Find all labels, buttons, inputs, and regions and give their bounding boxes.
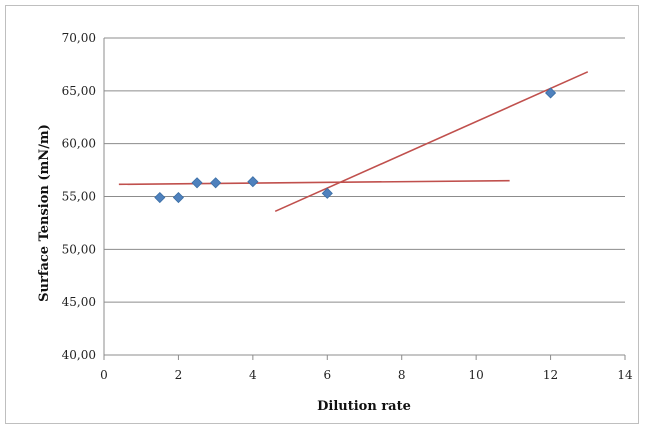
trendlines [118, 71, 589, 213]
data-point [247, 176, 259, 188]
axes [103, 38, 626, 360]
data-points [154, 87, 557, 204]
trendline [274, 71, 589, 213]
x-tick-label: 0 [100, 368, 108, 382]
data-point [191, 177, 203, 189]
y-tick-labels: 40,00 45,00 50,00 55,00 60,00 65,00 70,00 [62, 31, 96, 362]
trendline [118, 179, 510, 186]
grid-lines [104, 37, 625, 303]
x-tick-label: 10 [469, 368, 484, 382]
x-tick-label: 4 [249, 368, 257, 382]
data-point [172, 191, 184, 204]
y-tick-label: 40,00 [62, 348, 96, 362]
x-tick-labels: 0 2 4 6 8 10 12 14 [100, 368, 633, 382]
y-tick-label: 70,00 [62, 31, 96, 45]
data-point [545, 87, 557, 99]
x-axis-label: Dilution rate [317, 399, 411, 414]
x-tick-label: 14 [617, 368, 633, 382]
x-tick-label: 2 [175, 368, 183, 382]
y-tick-label: 55,00 [62, 190, 96, 204]
y-axis-label: Surface Tension (mN/m) [37, 124, 52, 302]
chart-frame [5, 5, 639, 424]
data-point [321, 187, 333, 199]
y-tick-label: 50,00 [62, 242, 96, 256]
y-tick-label: 60,00 [62, 137, 96, 151]
x-tick-label: 12 [543, 368, 558, 382]
x-tick-label: 8 [398, 368, 406, 382]
data-point [210, 177, 222, 189]
data-point [154, 191, 166, 204]
x-tick-label: 6 [323, 368, 331, 382]
y-tick-label: 45,00 [62, 295, 96, 309]
y-tick-label: 65,00 [62, 84, 96, 98]
